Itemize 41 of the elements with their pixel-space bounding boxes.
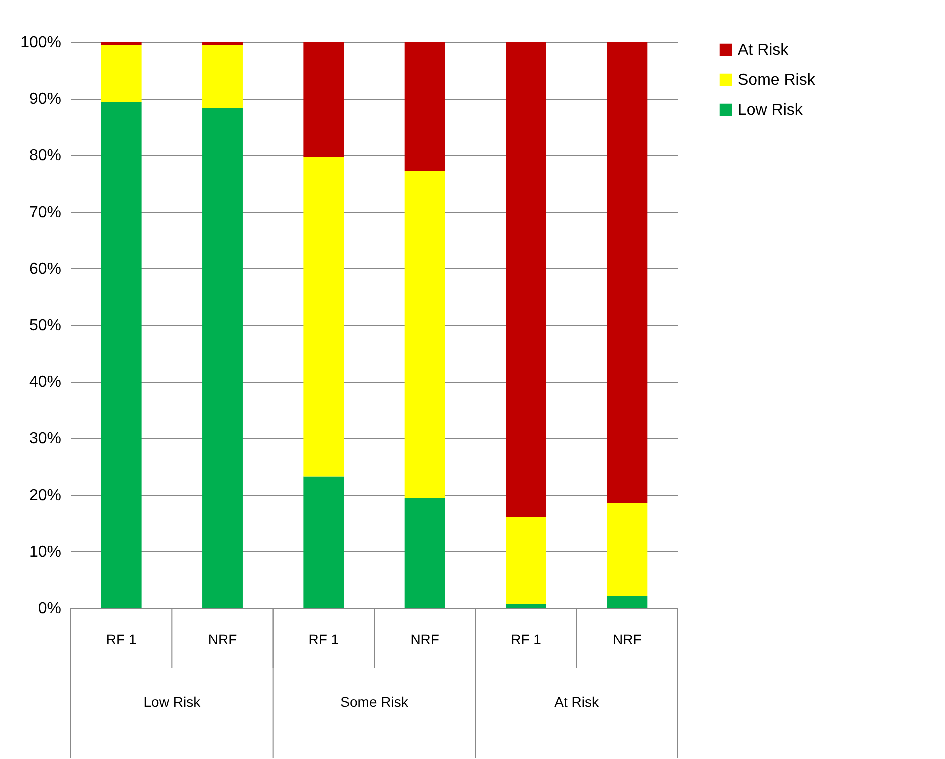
legend-label: Some Risk [738,72,816,89]
legend-label: At Risk [738,42,790,59]
bar [506,517,546,604]
y-tick-label: 60% [29,260,62,278]
legend-label: Low Risk [738,102,804,119]
y-tick-label: 100% [20,34,62,52]
y-tick-label: 20% [29,487,62,504]
bar [506,604,546,608]
bar [101,45,142,103]
text: At Risk [554,694,600,710]
bar [506,42,546,518]
bar [101,42,142,46]
y-tick-label: 70% [29,204,62,222]
bar [607,42,648,504]
y-tick-label: 30% [29,430,62,448]
y-tick-label: 40% [29,374,62,392]
bar [404,498,446,608]
y-tick-label: 50% [29,318,62,334]
bar [304,157,344,477]
x-tick-label: RF 1 [308,632,340,648]
text: Low Risk [144,694,202,710]
bar [202,45,243,108]
bar [101,102,142,608]
bar [404,171,446,498]
y-tick-label: 0% [38,600,62,618]
bar [304,42,344,158]
bar [202,42,243,46]
text: Some Risk [340,694,410,710]
y-tick-label: 10% [29,544,62,561]
x-tick-label: NRF [613,632,642,648]
x-tick-label: RF 1 [106,632,137,648]
bar [607,596,648,608]
bar [202,108,243,608]
y-tick-label: 80% [29,148,62,165]
bar [404,42,446,172]
bar [607,503,648,596]
x-tick-label: RF 1 [511,632,542,648]
y-tick-label: 90% [29,91,62,108]
x-tick-label: NRF [410,632,440,648]
bar [304,476,344,608]
x-tick-label: NRF [208,632,238,648]
